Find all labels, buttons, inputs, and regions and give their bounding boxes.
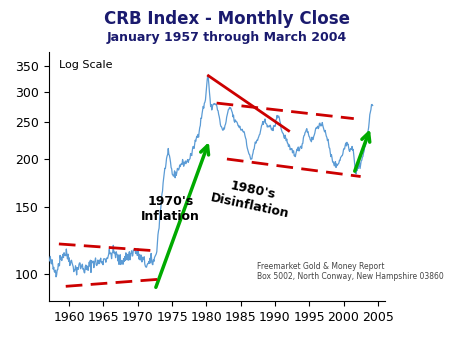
Text: 1980's
Disinflation: 1980's Disinflation	[209, 176, 293, 220]
Text: Log Scale: Log Scale	[59, 60, 112, 70]
Text: Freemarket Gold & Money Report
Box 5002, North Conway, New Hampshire 03860: Freemarket Gold & Money Report Box 5002,…	[257, 262, 443, 281]
Text: 1970's
Inflation: 1970's Inflation	[141, 195, 200, 223]
Text: January 1957 through March 2004: January 1957 through March 2004	[106, 31, 347, 43]
Text: CRB Index - Monthly Close: CRB Index - Monthly Close	[103, 10, 350, 28]
